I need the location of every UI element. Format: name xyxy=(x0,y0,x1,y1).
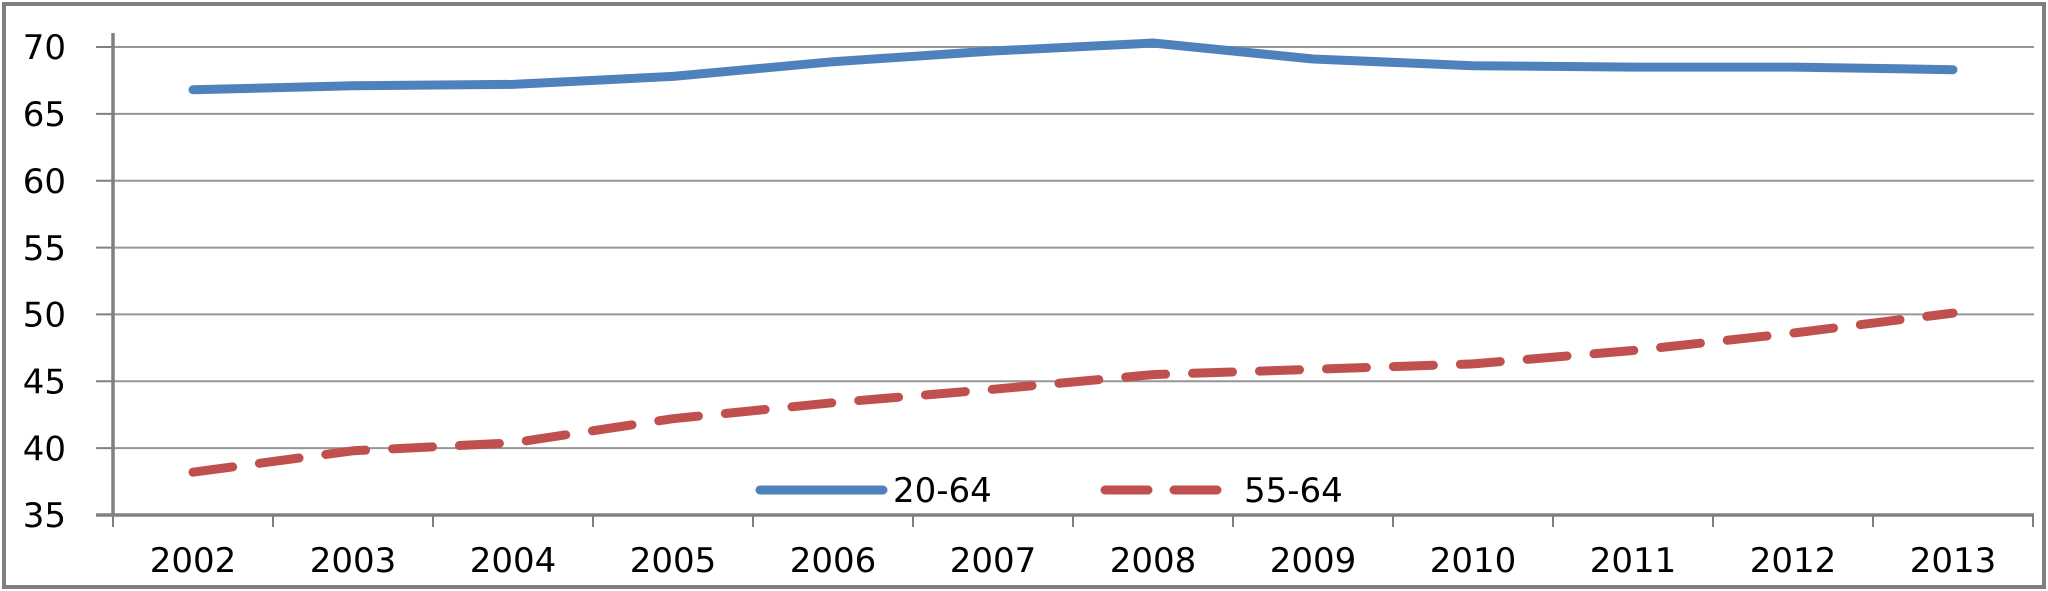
x-axis-label: 2013 xyxy=(1910,541,1997,581)
legend-label-55-64: 55-64 xyxy=(1244,471,1343,511)
x-axis-label: 2011 xyxy=(1590,541,1677,581)
legend-label-20-64: 20-64 xyxy=(893,471,992,511)
y-axis-label: 45 xyxy=(23,363,66,403)
axes xyxy=(96,33,2034,527)
y-axis-label: 35 xyxy=(23,496,66,536)
gridlines xyxy=(96,46,2034,516)
x-axis-label: 2003 xyxy=(310,541,397,581)
y-axis-label: 70 xyxy=(23,28,66,68)
y-axis-label: 65 xyxy=(23,95,66,135)
x-axis-label: 2010 xyxy=(1430,541,1517,581)
x-axis-label: 2006 xyxy=(790,541,877,581)
y-axis-label: 50 xyxy=(23,296,66,336)
y-axis-label: 55 xyxy=(23,229,66,269)
y-axis-labels: 35 40 45 50 55 60 65 70 xyxy=(23,28,66,536)
x-axis-label: 2002 xyxy=(150,541,237,581)
x-axis-label: 2008 xyxy=(1110,541,1197,581)
y-axis-label: 40 xyxy=(23,429,66,469)
series-line-20-64 xyxy=(188,38,1958,95)
x-axis-label: 2007 xyxy=(950,541,1037,581)
series-line-55-64 xyxy=(188,308,1958,477)
x-axis-label: 2004 xyxy=(470,541,557,581)
legend: 20-64 55-64 xyxy=(755,471,1343,511)
x-axis-label: 2009 xyxy=(1270,541,1357,581)
y-axis-label: 60 xyxy=(23,162,66,202)
x-axis-label: 2012 xyxy=(1750,541,1837,581)
x-axis-labels: 2002 2003 2004 2005 2006 2007 2008 2009 2010 2011… xyxy=(150,541,1997,581)
x-axis-label: 2005 xyxy=(630,541,717,581)
